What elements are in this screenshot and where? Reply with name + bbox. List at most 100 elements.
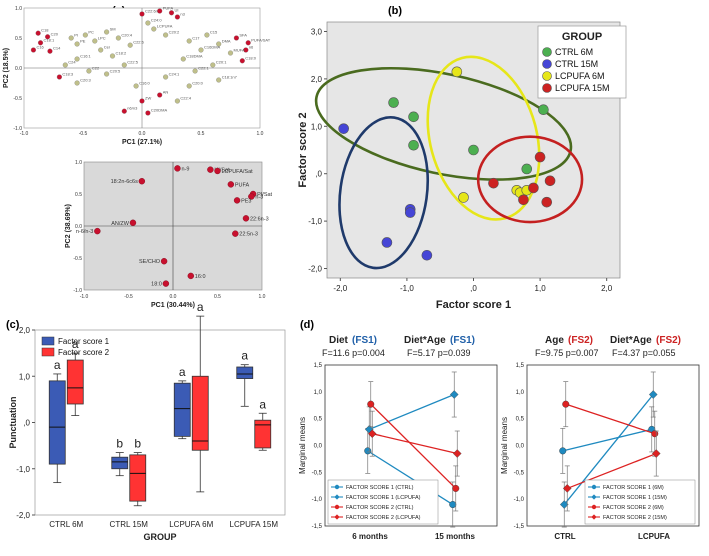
a1-ytick: -0.5 [13, 96, 22, 102]
a1-point-label: C22 [92, 66, 100, 71]
a1-point-label: SM [110, 27, 116, 32]
a1-point-label: LCPUFA [157, 24, 173, 29]
panel-d-headers: Diet (FS1) F=11.6 p=0.004 Diet*Age (FS1)… [322, 335, 681, 358]
d-ytick: 1,0 [314, 390, 323, 396]
c-box [191, 375, 209, 451]
age-stat: F=9.75 p=0.007 [535, 348, 599, 358]
a2-point [242, 215, 250, 222]
a1-point-label: C20:2 [169, 30, 180, 35]
c-significance-letter: a [241, 349, 248, 363]
d-ytick: -1,0 [312, 497, 323, 503]
a2-point [232, 230, 239, 237]
panel-label-c: (c) [6, 319, 20, 331]
age-fs: (FS2) [568, 335, 593, 346]
a2-point-label: PI/Sat [257, 192, 272, 198]
d-ylabel: Marginal means [500, 417, 509, 474]
a1-point-label: C20:5 [110, 69, 121, 74]
d-ytick: -1,5 [514, 524, 525, 530]
b-legend-marker [542, 71, 552, 81]
panel-d1-chart: 1,5 1,0 0,5 0,0 -0,5 -1,0 -1,5 Marginal means 6 … [298, 363, 498, 541]
d-xcategory: 6 months [352, 532, 388, 541]
d-marker [364, 447, 372, 455]
d-ytick: 0,5 [314, 417, 323, 423]
d-ytick: -0,5 [312, 470, 323, 476]
b-ytick: -1,0 [308, 217, 322, 226]
a1-xtick: 1.0 [257, 131, 264, 137]
a2-xlabel: PC1 (30.44%) [151, 302, 195, 309]
a2-ytick: -0.5 [73, 256, 82, 262]
panel-a2-chart: -1.0 -0.5 0.0 0.5 1.0 1.0 0.5 0.0 -0.5 -1.0 PC1 (3… [65, 160, 273, 309]
d-legend-label: FACTOR SCORE 1 (LCPUFA) [346, 495, 421, 501]
c-significance-letter: b [134, 437, 141, 451]
diet-stat: F=11.6 p=0.004 [322, 348, 385, 358]
a1-point [151, 26, 157, 32]
a1-point-label: PE [80, 39, 86, 44]
d-series-line [370, 403, 457, 489]
b-xtick: -2,0 [333, 284, 347, 293]
b-point [521, 163, 533, 175]
a1-point-label: C16DMA [204, 45, 221, 50]
b-point [528, 182, 539, 194]
dietage1-fs: (FS1) [450, 335, 475, 346]
d-marker [562, 484, 572, 493]
b-ytick: ,0 [315, 170, 322, 179]
b-point [451, 66, 463, 78]
d-legend-label: FACTOR SCORE 2 (CTRL) [346, 505, 414, 511]
a1-point [74, 41, 80, 47]
a2-point-label: n-6/n-3 [76, 229, 93, 235]
a1-point-label: n3 [180, 12, 185, 17]
d-marker [648, 390, 658, 399]
d-ytick: -1,0 [514, 497, 525, 503]
a1-point-label: PUFA [163, 6, 174, 11]
a1-point-label: C16:1 [80, 54, 91, 59]
a1-point [121, 62, 127, 68]
b-point [381, 237, 393, 248]
panel-d2-chart: 1,5 1,0 0,5 0,0 -0,5 -1,0 -1,5 Marginal means CT… [500, 363, 700, 541]
b-legend-label: CTRL 6M [555, 47, 593, 57]
b-xtick: -1,0 [400, 284, 414, 293]
a2-point [160, 258, 168, 265]
b-point [404, 207, 416, 218]
dietage1-stat: F=5.17 p=0.039 [407, 348, 471, 358]
a2-xtick: 0.5 [214, 294, 221, 300]
b-legend-marker [542, 83, 552, 93]
c-box [129, 454, 147, 502]
d-ytick: -1,5 [312, 524, 323, 530]
a1-xtick: 0.0 [139, 131, 146, 137]
a1-point-label: C18:2 [116, 51, 127, 56]
b-ytick: -2,0 [308, 265, 322, 274]
a1-point [168, 10, 175, 16]
diet-fs: (FS1) [352, 335, 377, 346]
a1-point [227, 50, 234, 56]
c-ytick: ,0 [23, 419, 30, 428]
a1-point [45, 34, 51, 40]
b-point [544, 175, 556, 187]
a1-point-label: C22:6 [133, 40, 144, 45]
d-marker [452, 484, 460, 492]
c-xlabel: GROUP [143, 532, 176, 542]
c-significance-letter: a [259, 397, 266, 411]
a2-ytick: 1.0 [75, 160, 82, 166]
a1-point-label: Cer [104, 45, 111, 50]
c-ytick: 1,0 [19, 372, 31, 381]
a2-ytick: 0.0 [75, 224, 82, 230]
a1-point-label: n6/n3 [127, 106, 138, 111]
a2-xtick: -0.5 [124, 294, 133, 300]
c-significance-letter: b [116, 437, 123, 451]
a1-point-label: C18:1n7 [222, 75, 238, 80]
a1-point-label: n6 [249, 45, 254, 50]
a1-point-label: C17 [192, 36, 200, 41]
panel-label-b: (b) [388, 5, 402, 17]
c-category-label: LCPUFA 6M [169, 520, 213, 529]
d-xcategory: CTRL [554, 532, 575, 541]
a1-xtick: 0.5 [198, 131, 205, 137]
a1-point-label: MUFA [234, 48, 245, 53]
c-box [173, 382, 191, 437]
b-point [541, 196, 553, 208]
b-point [408, 139, 419, 151]
a1-point [139, 98, 145, 104]
d-series-line [562, 428, 652, 452]
d-legend-label: FACTOR SCORE 1 (CTRL) [346, 485, 414, 491]
a1-point [68, 35, 74, 41]
